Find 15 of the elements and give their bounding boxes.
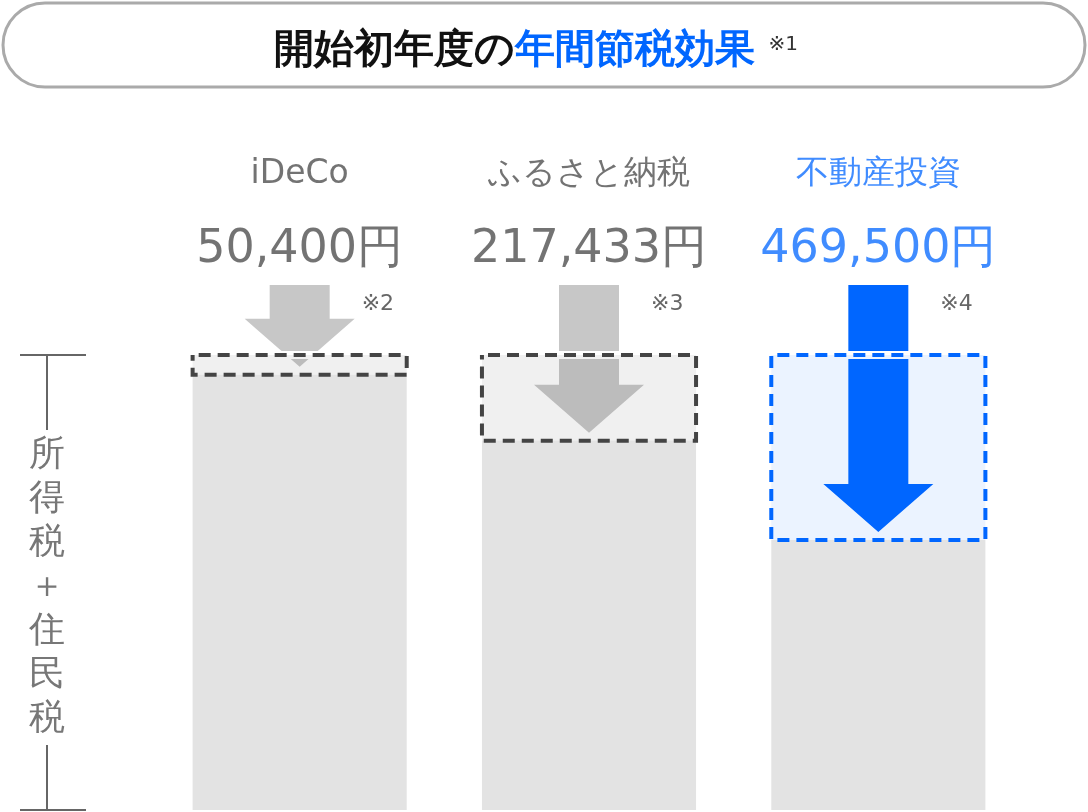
text: ※3 bbox=[651, 290, 684, 315]
data-label: 50,400円 bbox=[196, 219, 404, 273]
x-tick-label: ふるさと納税 bbox=[487, 152, 690, 191]
bar bbox=[481, 440, 697, 810]
x-tick-label: iDeCo bbox=[250, 152, 349, 191]
text: ※4 bbox=[940, 290, 973, 315]
data-label: 217,433円 bbox=[470, 219, 708, 273]
y-axis-title: 所得税＋住民税 bbox=[28, 432, 65, 737]
bar bbox=[771, 539, 986, 810]
text: ※1 bbox=[768, 31, 798, 55]
data-label: 469,500円 bbox=[760, 219, 997, 273]
chart-title: 開始初年度の年間節税効果 bbox=[273, 25, 755, 71]
text: ※2 bbox=[361, 290, 395, 315]
bar bbox=[192, 374, 407, 810]
x-tick-label: 不動産投資 bbox=[795, 152, 961, 191]
